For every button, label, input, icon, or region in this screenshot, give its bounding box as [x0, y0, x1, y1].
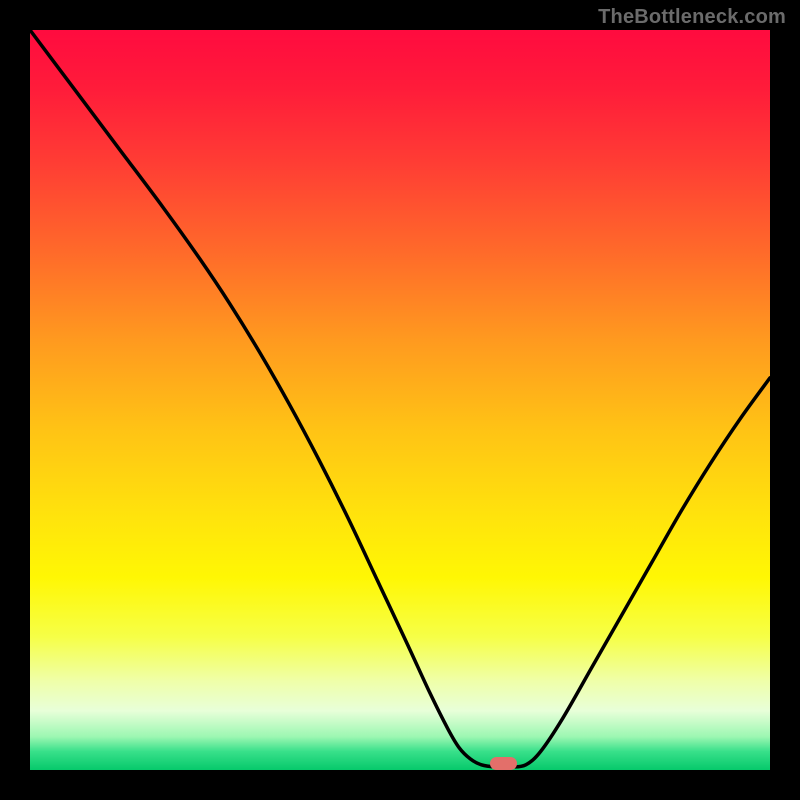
- curve-path: [30, 30, 770, 767]
- watermark-text: TheBottleneck.com: [598, 6, 786, 29]
- bottleneck-curve: [30, 30, 770, 770]
- optimum-marker: [490, 757, 517, 770]
- chart-stage: TheBottleneck.com: [0, 0, 800, 800]
- plot-area: [30, 30, 770, 770]
